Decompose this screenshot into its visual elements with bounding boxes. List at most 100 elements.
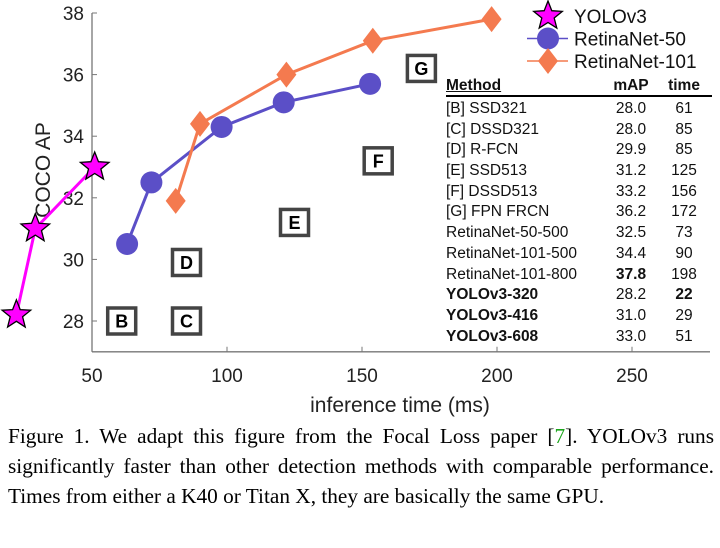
legend-item-retinanet-50: RetinaNet-50 (527, 27, 686, 51)
cell-method: [E] SSD513 (446, 162, 527, 180)
circle-marker (272, 91, 295, 114)
star-marker (78, 150, 111, 181)
method-box-e: E (278, 207, 311, 238)
cell-time: 73 (675, 224, 693, 242)
table-row: [C] DSSD321 28.0 85 (446, 120, 712, 141)
x-axis-label: inference time (ms) (310, 394, 490, 417)
cell-method: [B] SSD321 (446, 100, 527, 117)
cell-time: 85 (675, 141, 693, 159)
circle-marker (210, 115, 233, 138)
annotation-label: D (180, 253, 193, 273)
cell-method: YOLOv3-416 (446, 306, 539, 324)
legend-star-icon (532, 0, 564, 30)
cell-method: YOLOv3-608 (446, 327, 539, 345)
table-row: [E] SSD513 31.2 125 (446, 161, 712, 182)
results-table: Method mAP time [B] SSD321 28.0 61 [C] DSSD… (446, 76, 712, 347)
table-row: [B] SSD321 28.0 61 (446, 99, 712, 120)
cell-time: 156 (671, 182, 697, 200)
cell-map: 28.0 (615, 120, 647, 138)
diamond-marker (276, 61, 297, 88)
y-tick-label: 38 (63, 4, 84, 25)
y-tick-label: 36 (63, 66, 84, 87)
cell-time: 22 (675, 286, 693, 304)
cell-map: 33.0 (615, 327, 647, 345)
cell-time: 51 (675, 327, 693, 345)
x-tick-label: 150 (346, 366, 378, 387)
method-box-b: B (105, 306, 138, 336)
x-tick-label: 250 (616, 366, 648, 387)
cell-method: RetinaNet-101-500 (446, 244, 577, 262)
series-retinanet-101 (165, 6, 502, 214)
y-tick-label: 32 (63, 189, 84, 210)
annotation-label: C (180, 312, 193, 332)
legend-item-yolov3: YOLOv3 (532, 0, 647, 30)
circle-marker (359, 72, 382, 95)
table-row: YOLOv3-608 33.0 51 (446, 327, 712, 348)
diamond-marker (165, 187, 186, 214)
cell-time: 125 (671, 162, 697, 180)
cell-time: 198 (671, 265, 697, 283)
citation-link[interactable]: 7 (554, 424, 566, 448)
legend-label: RetinaNet-101 (574, 52, 697, 73)
table-row: [F] DSSD513 33.2 156 (446, 182, 712, 203)
method-box-g: G (405, 53, 438, 84)
diamond-marker (362, 27, 383, 54)
annotation-box (405, 53, 438, 84)
y-tick-label: 28 (63, 312, 84, 333)
figure-caption: Figure 1. We adapt this figure from the … (8, 421, 714, 511)
cell-method: RetinaNet-50-500 (446, 224, 569, 242)
table-row: YOLOv3-416 31.0 29 (446, 306, 712, 327)
cell-map: 36.2 (615, 203, 647, 221)
cell-map: 33.2 (615, 182, 647, 200)
x-tick-label: 200 (481, 366, 513, 387)
table-row: [G] FPN FRCN 36.2 172 (446, 202, 712, 223)
annotation-box (105, 306, 138, 336)
cell-map: 29.9 (615, 141, 647, 159)
series-line (125, 82, 371, 245)
diamond-marker (481, 6, 502, 33)
cell-time: 29 (675, 306, 693, 324)
y-tick-label: 34 (63, 127, 85, 148)
table-row: RetinaNet-101-800 37.8 198 (446, 265, 712, 286)
x-tick-label: 50 (81, 366, 102, 387)
annotation-label: B (115, 312, 128, 332)
annotation-label: G (414, 59, 428, 79)
cell-method: [G] FPN FRCN (446, 203, 550, 221)
circle-marker (116, 233, 139, 255)
legend-circle-icon (537, 27, 559, 50)
caption-text-end: ]. YOLOv3 runs significantly faster than… (8, 424, 714, 508)
header-method: Method (446, 77, 502, 94)
annotation-box (362, 146, 394, 176)
cell-map: 31.0 (615, 306, 647, 324)
method-box-c: C (170, 306, 203, 336)
annotation-box (170, 247, 203, 278)
caption-text-start: Figure 1. We adapt this figure from the … (8, 424, 555, 448)
cell-map: 31.2 (615, 162, 647, 180)
x-tick-label: 100 (211, 366, 243, 387)
legend-item-retinanet-101: RetinaNet-101 (527, 48, 697, 74)
method-box-d: D (170, 247, 203, 278)
cell-method: RetinaNet-101-800 (446, 265, 577, 283)
annotation-label: E (288, 213, 300, 233)
annotation-box (170, 306, 203, 336)
header-map: mAP (613, 77, 649, 94)
legend-label: YOLOv3 (574, 7, 647, 28)
cell-time: 90 (675, 244, 693, 262)
table-row: YOLOv3-320 28.2 22 (446, 285, 712, 306)
method-box-f: F (362, 146, 394, 176)
cell-map: 28.0 (615, 100, 647, 117)
star-marker (19, 211, 52, 243)
table-header: Method mAP time (446, 76, 712, 97)
diamond-marker (190, 110, 210, 137)
cell-map: 37.8 (615, 265, 647, 283)
cell-map: 28.2 (615, 286, 647, 304)
cell-time: 172 (671, 203, 697, 221)
cell-time: 85 (675, 120, 693, 138)
y-axis-label: COCO AP (32, 122, 55, 218)
cell-method: YOLOv3-320 (446, 286, 539, 304)
cell-map: 34.4 (615, 244, 647, 262)
annotation-label: F (373, 151, 384, 171)
table-row: [D] R-FCN 29.9 85 (446, 140, 712, 161)
circle-marker (140, 171, 163, 194)
header-time: time (668, 77, 700, 94)
